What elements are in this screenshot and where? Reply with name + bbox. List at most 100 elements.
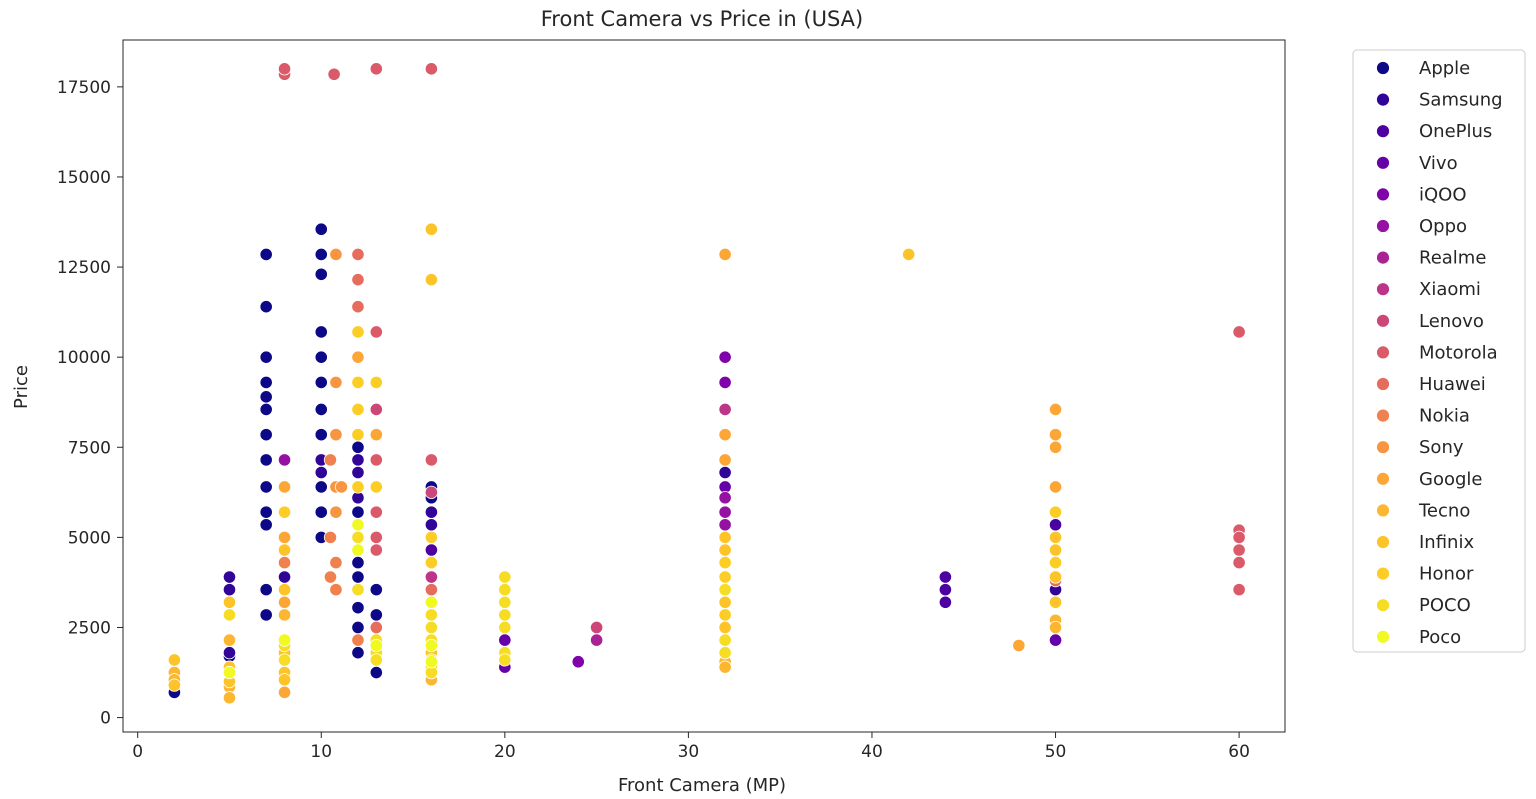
data-point [277,556,292,570]
data-point [314,325,328,339]
data-point [718,402,732,417]
data-point [369,505,383,519]
legend-marker [1376,219,1390,233]
data-point [277,62,292,76]
legend-marker [1376,282,1390,297]
data-point [938,583,952,597]
x-tick-label: 20 [494,742,516,762]
data-point [369,620,383,635]
data-point [498,633,512,647]
data-point [351,465,365,480]
data-point [718,530,732,544]
data-point [424,453,438,467]
data-point [351,646,365,660]
data-point [329,375,343,389]
data-point [351,428,365,442]
data-point [334,480,349,494]
data-point [351,530,365,544]
y-tick-label: 0 [100,709,111,729]
legend-marker [1376,629,1390,644]
data-point [259,608,273,622]
data-point [424,543,438,557]
data-point [351,402,365,417]
data-point [351,518,365,532]
data-point [498,570,512,584]
data-point [1012,638,1026,653]
data-point [424,583,438,597]
data-point [1048,556,1063,570]
legend-label: Infinix [1419,532,1474,553]
data-point [277,583,292,597]
data-point [1232,325,1246,339]
data-point [277,608,292,622]
data-point [259,350,273,364]
y-axis-label: Price [11,365,32,409]
data-point [369,608,383,622]
data-point [351,480,365,494]
data-point [259,453,273,467]
data-point [369,638,383,653]
data-point [718,247,732,262]
y-tick-label: 7500 [68,438,111,458]
x-tick-label: 30 [678,742,700,762]
data-point [1232,583,1246,597]
data-point [351,375,365,389]
data-point [718,543,732,557]
legend-marker [1376,345,1390,360]
data-point [314,247,328,262]
data-point [277,530,292,544]
data-point [369,325,383,339]
data-point [369,375,383,389]
data-point [277,453,292,467]
data-point [314,505,328,519]
data-point [329,247,343,262]
data-point [259,300,273,314]
legend-label: Sony [1419,437,1464,458]
data-point [259,428,273,442]
data-point [314,465,328,480]
data-point [351,453,365,467]
data-point [498,595,512,609]
y-tick-label: 15000 [57,168,111,188]
data-point [1048,518,1063,532]
data-point [718,453,732,467]
data-point [718,428,732,442]
data-point [323,530,338,544]
data-point [718,375,732,389]
data-point [1048,595,1063,609]
data-point [1048,570,1063,584]
data-point [259,505,273,519]
data-point [369,428,383,442]
data-point [1232,530,1246,544]
data-point [424,595,438,609]
data-point [1048,620,1063,635]
data-point [498,608,512,622]
data-point [277,633,292,647]
legend-marker [1376,155,1390,170]
legend-marker [1376,313,1390,328]
data-point [369,402,383,417]
data-point [259,583,273,597]
legend-marker [1376,535,1390,549]
data-point [424,518,438,532]
data-point [938,570,952,584]
data-point [329,505,343,519]
data-point [222,570,237,584]
legend-label: OnePlus [1419,121,1492,142]
data-point [314,222,328,236]
legend-marker [1376,440,1390,455]
legend-label: Nokia [1419,406,1470,427]
y-axis: 0 2500 5000 7500 10000 12500 15000 17500 [57,78,123,729]
x-axis: 0 10 20 30 40 50 60 [132,732,1250,762]
data-point [718,595,732,609]
data-point [314,480,328,494]
x-axis-label: Front Camera (MP) [618,775,786,796]
data-point [351,601,365,615]
legend-marker [1376,566,1390,581]
data-point [351,273,365,287]
data-point [222,691,237,705]
data-point [327,67,341,81]
data-point [369,62,383,76]
